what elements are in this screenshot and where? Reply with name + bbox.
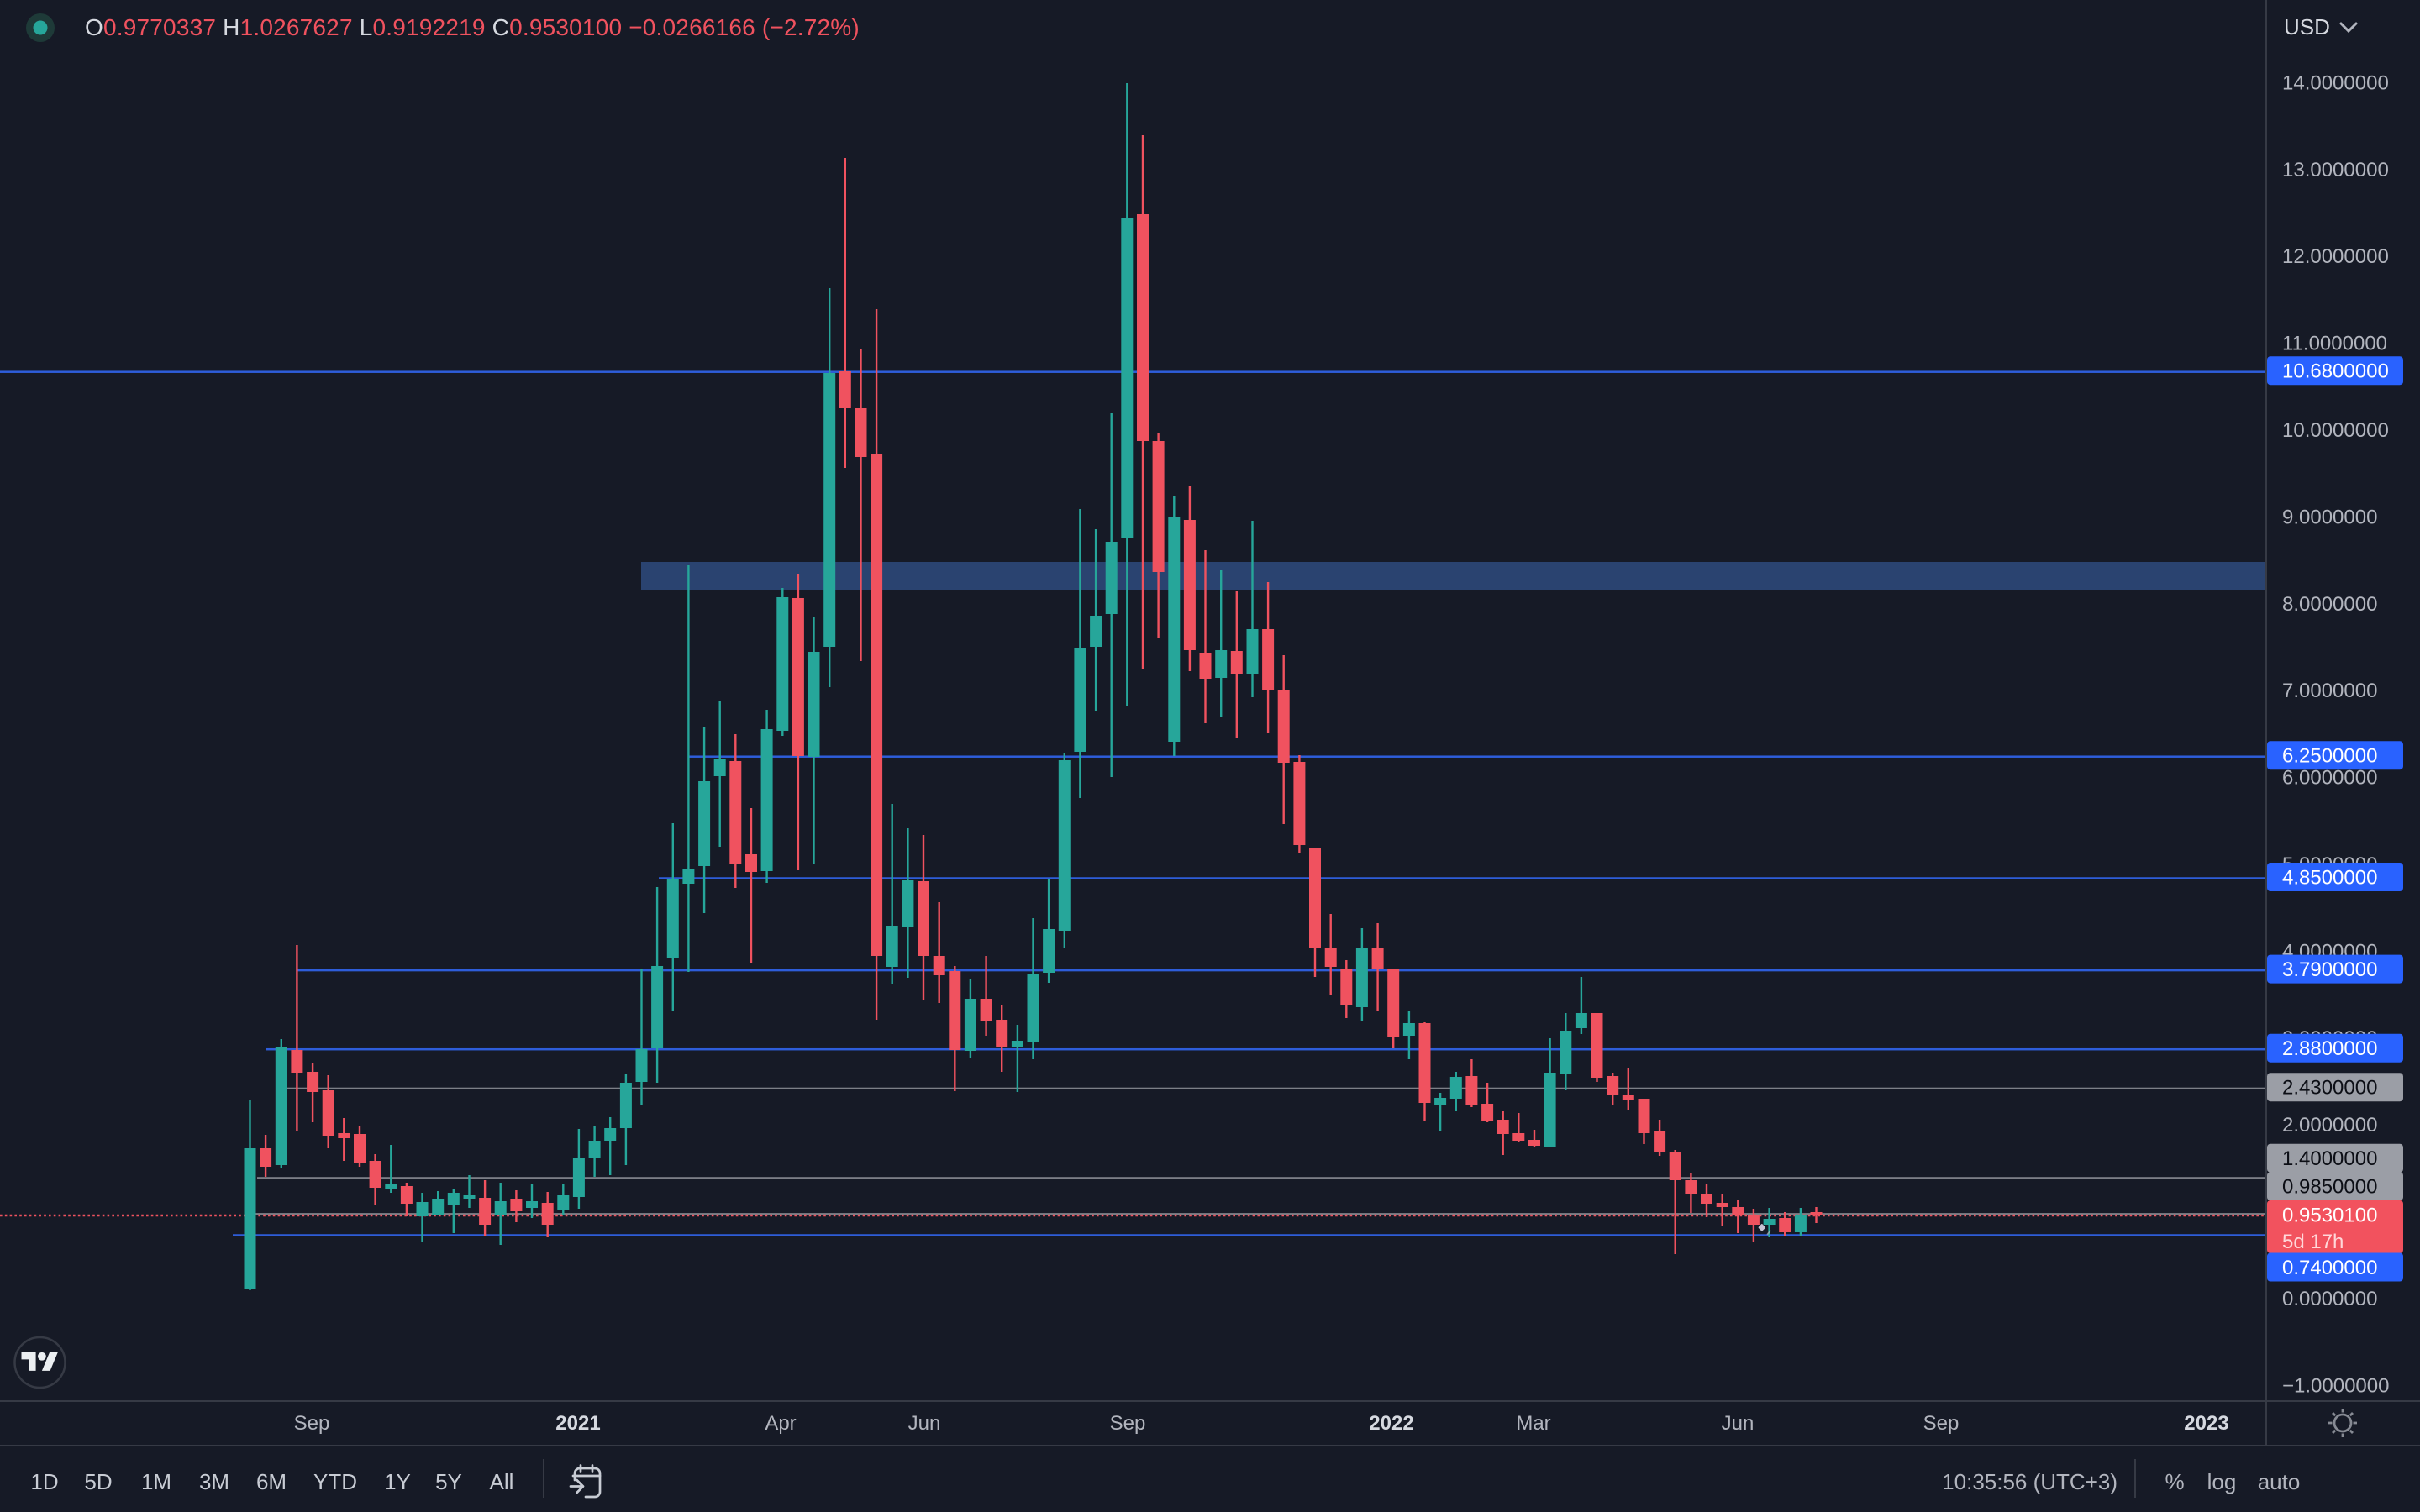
svg-text:All: All — [490, 1469, 514, 1494]
svg-text:11.0000000: 11.0000000 — [2282, 333, 2387, 355]
svg-text:8.0000000: 8.0000000 — [2282, 593, 2377, 616]
svg-text:2023: 2023 — [2184, 1412, 2228, 1435]
svg-text:6.2500000: 6.2500000 — [2282, 745, 2377, 768]
svg-text:0.9530100: 0.9530100 — [2282, 1205, 2377, 1227]
svg-text:auto: auto — [2258, 1469, 2301, 1494]
svg-text:1M: 1M — [141, 1469, 171, 1494]
svg-text:YTD: YTD — [313, 1469, 357, 1494]
svg-text:O0.9770337 H1.0267627 L0.91922: O0.9770337 H1.0267627 L0.9192219 C0.9530… — [85, 14, 860, 40]
svg-text:Jun: Jun — [908, 1412, 941, 1435]
svg-text:2022: 2022 — [1369, 1412, 1413, 1435]
svg-text:Sep: Sep — [1923, 1412, 1960, 1435]
svg-text:0.0000000: 0.0000000 — [2282, 1288, 2377, 1310]
svg-text:10.0000000: 10.0000000 — [2282, 419, 2389, 442]
svg-text:2021: 2021 — [555, 1412, 600, 1435]
svg-text:−1.0000000: −1.0000000 — [2282, 1374, 2389, 1397]
svg-text:3M: 3M — [199, 1469, 229, 1494]
svg-text:USD: USD — [2284, 14, 2330, 39]
svg-text:12.0000000: 12.0000000 — [2282, 245, 2389, 268]
svg-text:4.8500000: 4.8500000 — [2282, 867, 2377, 890]
svg-text:0.7400000: 0.7400000 — [2282, 1257, 2377, 1279]
svg-text:Sep: Sep — [1110, 1412, 1146, 1435]
svg-text:0.9850000: 0.9850000 — [2282, 1176, 2377, 1199]
svg-text:6.0000000: 6.0000000 — [2282, 767, 2377, 790]
svg-text:Apr: Apr — [765, 1412, 796, 1435]
svg-text:13.0000000: 13.0000000 — [2282, 159, 2389, 181]
svg-text:%: % — [2165, 1469, 2184, 1494]
svg-text:10.6800000: 10.6800000 — [2282, 360, 2389, 383]
svg-text:2.0000000: 2.0000000 — [2282, 1114, 2377, 1137]
svg-text:5d 17h: 5d 17h — [2282, 1231, 2344, 1253]
svg-text:2.4300000: 2.4300000 — [2282, 1077, 2377, 1100]
svg-text:9.0000000: 9.0000000 — [2282, 506, 2377, 528]
svg-text:Mar: Mar — [1516, 1412, 1550, 1435]
svg-text:1D: 1D — [30, 1469, 58, 1494]
svg-text:3.7900000: 3.7900000 — [2282, 958, 2377, 981]
svg-text:1Y: 1Y — [384, 1469, 411, 1494]
svg-text:log: log — [2207, 1469, 2237, 1494]
svg-text:6M: 6M — [256, 1469, 287, 1494]
svg-text:1.4000000: 1.4000000 — [2282, 1147, 2377, 1170]
svg-text:Jun: Jun — [1722, 1412, 1754, 1435]
svg-text:14.0000000: 14.0000000 — [2282, 71, 2389, 94]
svg-text:Sep: Sep — [294, 1412, 330, 1435]
svg-text:7.0000000: 7.0000000 — [2282, 680, 2377, 702]
svg-text:10:35:56 (UTC+3): 10:35:56 (UTC+3) — [1942, 1469, 2118, 1494]
svg-text:5Y: 5Y — [435, 1469, 462, 1494]
svg-text:5D: 5D — [84, 1469, 112, 1494]
svg-text:2.8800000: 2.8800000 — [2282, 1037, 2377, 1060]
